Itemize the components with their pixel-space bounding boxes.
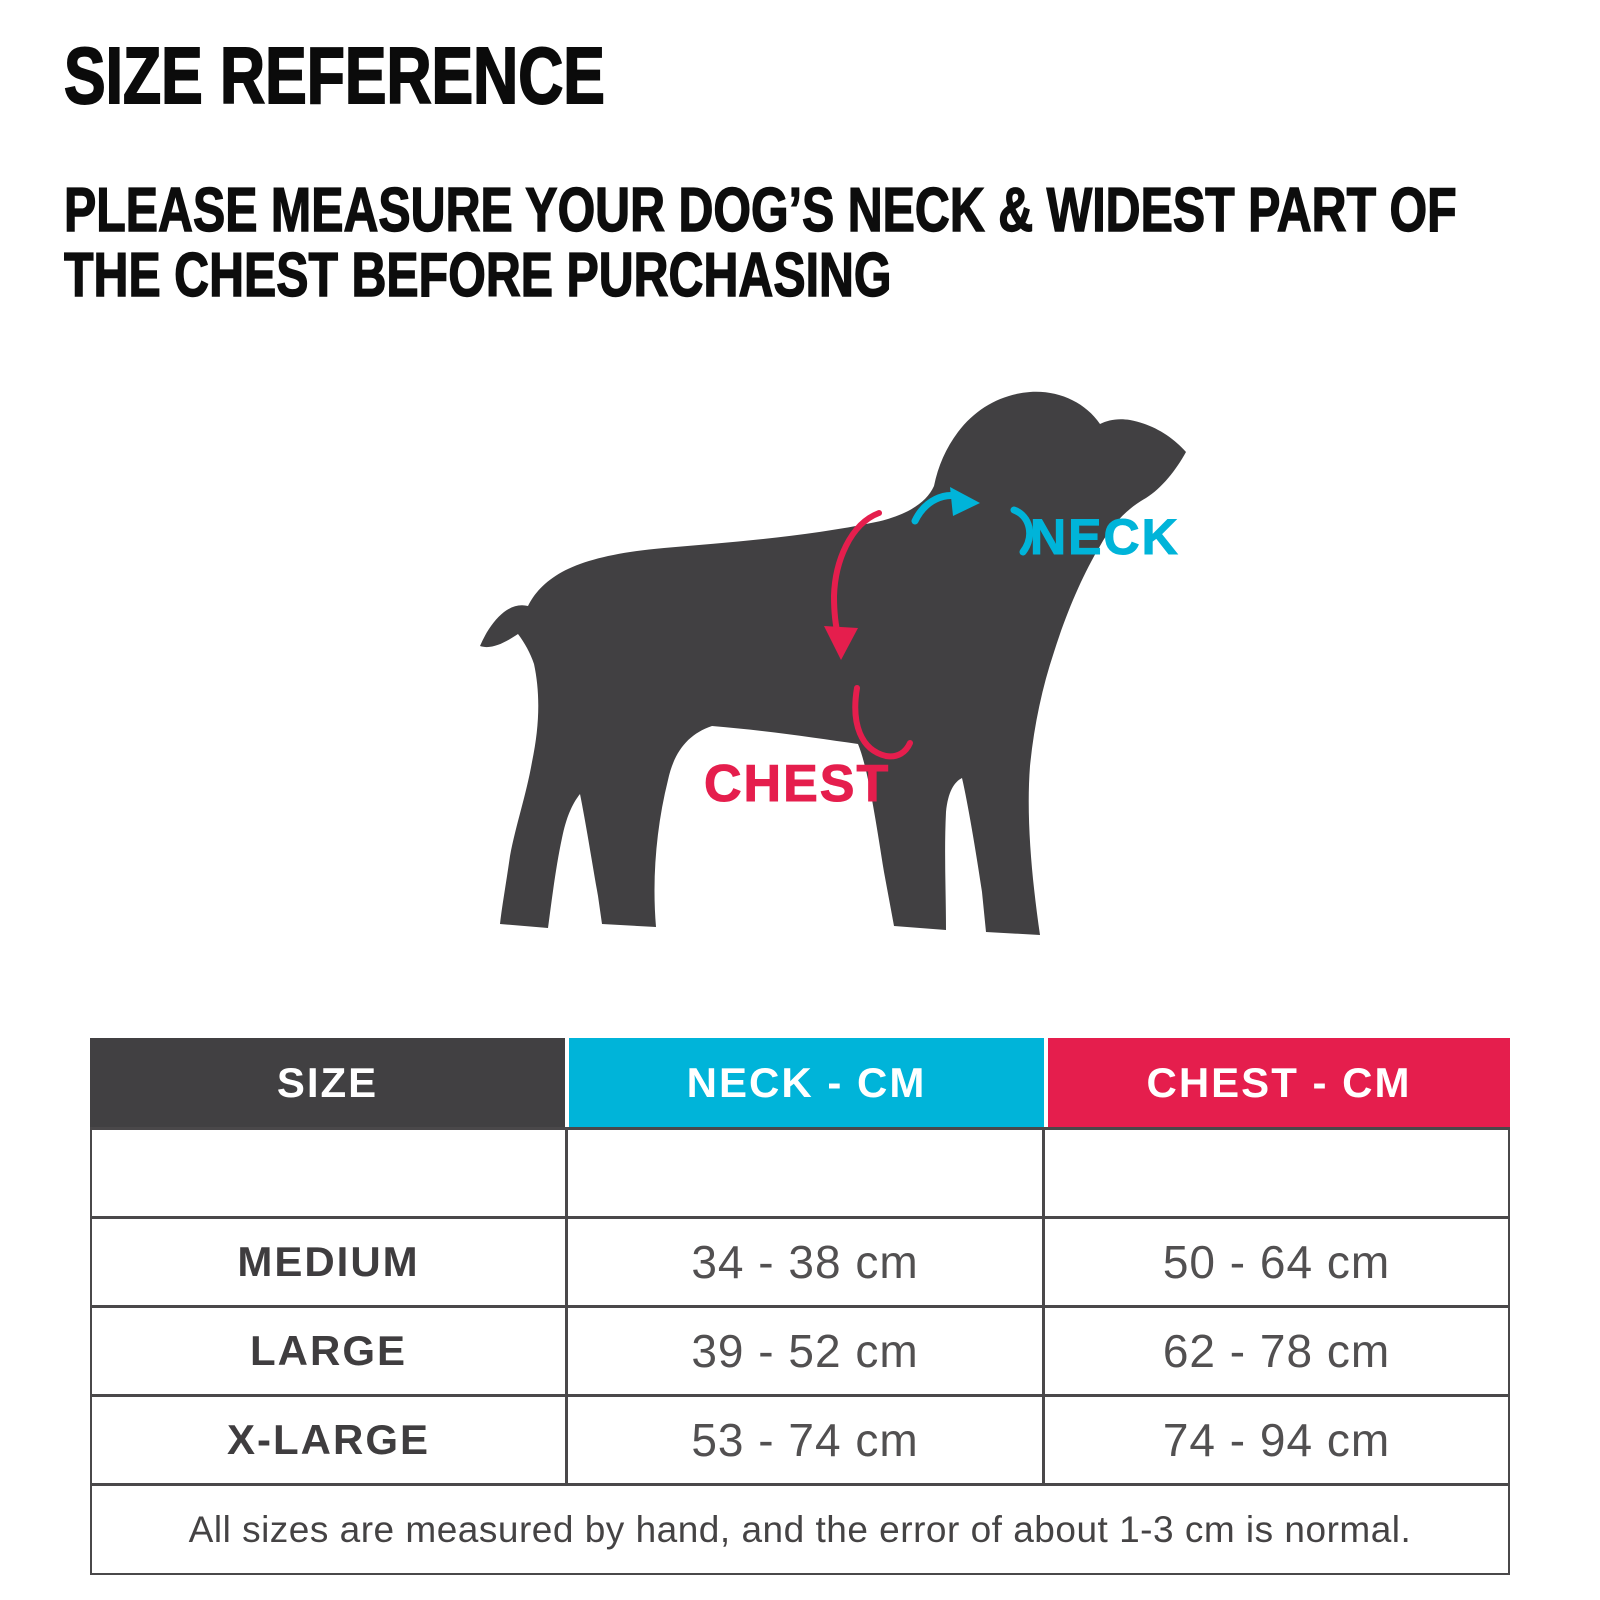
cell-chest: 74 - 94 cm xyxy=(1042,1397,1508,1483)
table-row-medium: MEDIUM 34 - 38 cm 50 - 64 cm xyxy=(92,1216,1508,1305)
cell-size xyxy=(92,1130,565,1216)
chest-measure-arc xyxy=(852,685,913,760)
cell-neck: 53 - 74 cm xyxy=(565,1397,1042,1483)
cell-neck xyxy=(565,1130,1042,1216)
cell-neck: 34 - 38 cm xyxy=(565,1219,1042,1305)
page-title: SIZE REFERENCE xyxy=(63,30,605,121)
cell-chest: 50 - 64 cm xyxy=(1042,1219,1508,1305)
cell-chest xyxy=(1042,1130,1508,1216)
page-subtitle: PLEASE MEASURE YOUR DOG’S NECK & WIDEST … xyxy=(63,176,1546,311)
table-row-large: LARGE 39 - 52 cm 62 - 78 cm xyxy=(92,1305,1508,1394)
footnote-text: All sizes are measured by hand, and the … xyxy=(188,1508,1412,1550)
size-chart-table: SIZE NECK - CM CHEST - CM MEDIUM 34 - 38… xyxy=(90,1038,1510,1575)
cell-size: LARGE xyxy=(250,1327,407,1374)
table-row-empty xyxy=(92,1127,1508,1216)
table-body: MEDIUM 34 - 38 cm 50 - 64 cm LARGE 39 - … xyxy=(90,1127,1510,1575)
cell-chest: 62 - 78 cm xyxy=(1042,1308,1508,1394)
cell-size: MEDIUM xyxy=(237,1238,420,1285)
neck-measure-arrowhead xyxy=(950,487,980,516)
header-chest: CHEST - CM xyxy=(1044,1038,1510,1127)
subtitle-line-2: THE CHEST BEFORE PURCHASING xyxy=(63,241,892,311)
cell-neck: 39 - 52 cm xyxy=(565,1308,1042,1394)
header-neck: NECK - CM xyxy=(565,1038,1044,1127)
dog-silhouette xyxy=(480,391,1186,935)
subtitle-line-1: PLEASE MEASURE YOUR DOG’S NECK & WIDEST … xyxy=(63,176,1457,245)
table-footnote-row: All sizes are measured by hand, and the … xyxy=(92,1483,1508,1573)
chest-measure-arrowhead xyxy=(824,626,858,660)
chest-label: CHEST xyxy=(703,755,891,814)
cell-size: X-LARGE xyxy=(227,1416,430,1463)
table-header-row: SIZE NECK - CM CHEST - CM xyxy=(90,1038,1510,1127)
table-row-xlarge: X-LARGE 53 - 74 cm 74 - 94 cm xyxy=(92,1394,1508,1483)
neck-label: NECK xyxy=(1030,509,1180,566)
neck-measure-arc xyxy=(1010,506,1034,556)
header-size: SIZE xyxy=(90,1038,565,1127)
